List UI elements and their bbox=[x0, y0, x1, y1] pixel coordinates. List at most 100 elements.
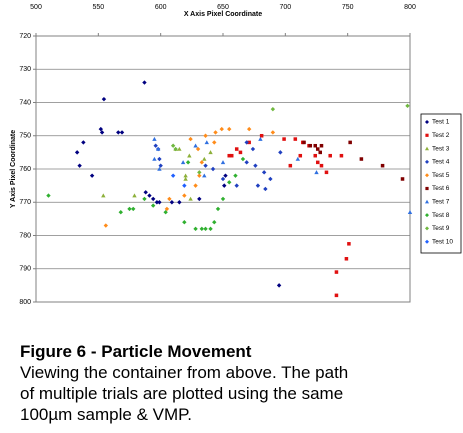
point bbox=[177, 200, 182, 205]
point bbox=[147, 193, 152, 198]
point bbox=[203, 226, 208, 232]
x-axis-title: X Axis Pixel Coordinate bbox=[184, 11, 262, 18]
legend-marker bbox=[425, 199, 429, 204]
legend-label: Test 8 bbox=[432, 212, 450, 219]
point bbox=[210, 166, 216, 172]
point bbox=[319, 143, 324, 148]
point bbox=[253, 163, 258, 168]
point bbox=[197, 173, 202, 178]
point bbox=[143, 190, 148, 195]
point bbox=[150, 203, 156, 208]
point bbox=[219, 126, 224, 132]
point bbox=[188, 136, 193, 142]
point bbox=[195, 146, 201, 152]
point bbox=[334, 293, 339, 298]
point bbox=[157, 156, 162, 162]
point bbox=[157, 166, 162, 171]
legend-marker bbox=[425, 133, 429, 137]
y-tick-label: 750 bbox=[19, 133, 31, 140]
x-tick-label: 550 bbox=[92, 4, 104, 11]
point bbox=[46, 193, 51, 198]
point bbox=[334, 270, 339, 274]
legend-label: Test 6 bbox=[432, 185, 450, 192]
point bbox=[227, 153, 231, 158]
legend-label: Test 3 bbox=[432, 145, 450, 152]
point bbox=[182, 193, 187, 198]
y-tick-label: 740 bbox=[19, 99, 31, 106]
point bbox=[101, 193, 106, 198]
legend-marker bbox=[425, 173, 429, 178]
point bbox=[261, 170, 267, 175]
point bbox=[295, 156, 300, 161]
point bbox=[246, 126, 252, 132]
point bbox=[328, 153, 332, 158]
point bbox=[180, 160, 186, 165]
point bbox=[99, 130, 105, 135]
point bbox=[212, 220, 217, 225]
point bbox=[164, 206, 170, 212]
point bbox=[255, 183, 261, 188]
point bbox=[152, 136, 157, 141]
point bbox=[407, 210, 413, 214]
point bbox=[193, 183, 198, 188]
point bbox=[293, 137, 298, 141]
point bbox=[101, 96, 107, 102]
point bbox=[270, 106, 276, 112]
point bbox=[220, 160, 226, 165]
point bbox=[380, 163, 385, 168]
point bbox=[202, 156, 207, 161]
point bbox=[324, 170, 329, 175]
point bbox=[313, 153, 318, 158]
point bbox=[250, 146, 256, 152]
point bbox=[244, 140, 249, 145]
point bbox=[344, 257, 349, 261]
legend-label: Test 10 bbox=[432, 238, 453, 245]
point bbox=[213, 130, 218, 135]
point bbox=[173, 146, 178, 152]
point bbox=[405, 103, 410, 109]
legend-marker bbox=[425, 120, 429, 124]
point bbox=[258, 136, 263, 141]
point bbox=[339, 153, 344, 158]
point bbox=[177, 146, 182, 151]
point bbox=[215, 206, 221, 212]
point bbox=[163, 210, 168, 215]
point bbox=[199, 160, 205, 165]
point bbox=[347, 242, 351, 246]
y-tick-label: 770 bbox=[19, 199, 31, 206]
point bbox=[208, 226, 213, 232]
point bbox=[142, 196, 147, 202]
point bbox=[132, 193, 137, 198]
legend-marker bbox=[425, 159, 429, 164]
legend-marker bbox=[425, 239, 429, 244]
point bbox=[212, 140, 217, 145]
point bbox=[315, 147, 320, 151]
caption-title: Figure 6 - Particle Movement bbox=[20, 342, 252, 361]
y-tick-label: 760 bbox=[19, 166, 31, 173]
point bbox=[348, 140, 352, 145]
point bbox=[150, 196, 156, 202]
legend-marker bbox=[425, 213, 429, 218]
point bbox=[183, 173, 188, 178]
x-tick-label: 500 bbox=[30, 4, 42, 11]
point bbox=[89, 173, 95, 178]
point bbox=[81, 140, 86, 145]
point bbox=[182, 183, 187, 188]
point bbox=[234, 183, 239, 188]
point bbox=[183, 176, 188, 181]
x-tick-label: 750 bbox=[342, 4, 354, 11]
point bbox=[204, 140, 209, 145]
point bbox=[240, 156, 246, 162]
x-tick-label: 650 bbox=[217, 4, 229, 11]
legend-label: Test 9 bbox=[432, 225, 450, 232]
point bbox=[193, 143, 198, 148]
point bbox=[152, 156, 157, 161]
point bbox=[227, 126, 232, 132]
point bbox=[167, 196, 172, 202]
point bbox=[154, 200, 160, 205]
point bbox=[223, 173, 228, 178]
point bbox=[282, 137, 286, 141]
legend-label: Test 7 bbox=[432, 199, 450, 206]
point bbox=[203, 163, 208, 168]
